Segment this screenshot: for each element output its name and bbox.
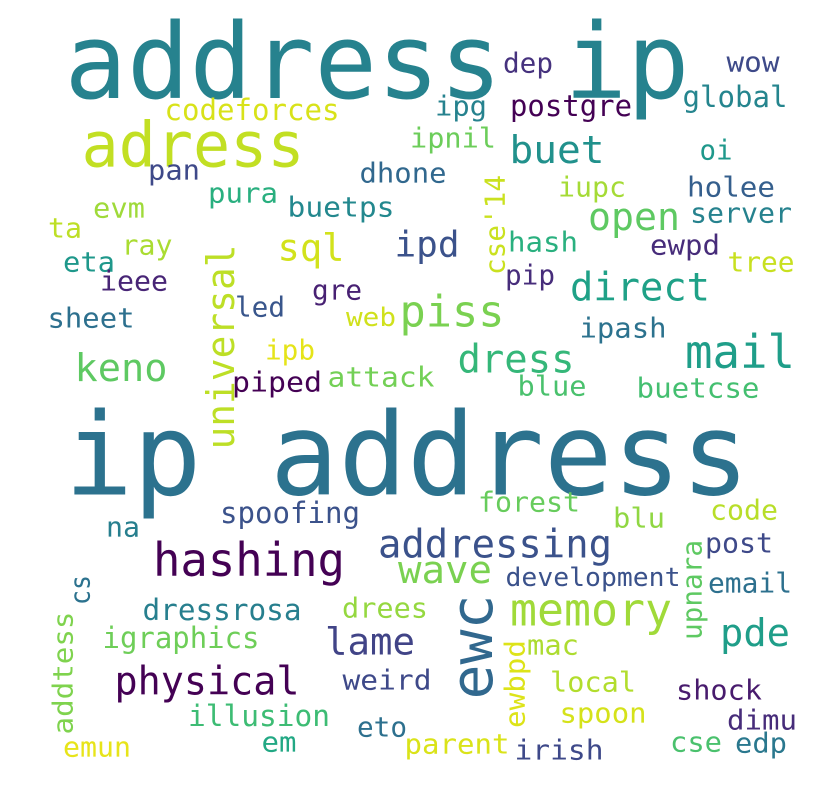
word: mail [685, 325, 795, 379]
word: development [506, 563, 681, 593]
word: email [708, 567, 792, 600]
word: piped [232, 366, 322, 399]
word: ray [122, 229, 173, 262]
word: buet [510, 128, 605, 172]
word: address ip [65, 1, 690, 123]
word: ieee [100, 265, 168, 298]
word: emun [63, 731, 131, 764]
word: hash [508, 226, 578, 259]
word: pip [505, 259, 555, 292]
word: dep [503, 47, 553, 80]
word: gre [312, 274, 362, 307]
word: ipash [580, 312, 667, 345]
word: adress [82, 109, 305, 182]
word: hashing [153, 533, 345, 587]
word: tree [728, 246, 795, 279]
word: led [235, 291, 285, 324]
word: ewbpd [499, 640, 532, 728]
word: em [262, 726, 297, 759]
word: codeforces [165, 93, 340, 127]
word: pde [720, 611, 790, 655]
word: upnara [676, 540, 709, 640]
word: ipg [435, 90, 487, 123]
word: universal [199, 245, 243, 450]
word: spoofing [220, 496, 360, 530]
word: shock [676, 674, 762, 707]
word: dressrosa [143, 593, 302, 627]
word: illusion [188, 699, 330, 733]
word: lame [325, 621, 415, 664]
word: edp [735, 727, 787, 760]
word: ewc [438, 595, 506, 700]
word: dhone [360, 157, 447, 190]
word: igraphics [103, 621, 260, 655]
word: postgre [510, 89, 632, 123]
word: post [705, 527, 773, 560]
word: holee [687, 171, 775, 204]
word: ipnil [410, 122, 496, 155]
word: ip address [65, 389, 750, 522]
word: server [690, 197, 792, 230]
word: memory [510, 584, 672, 637]
word: na [106, 511, 140, 544]
word: eto [357, 711, 407, 744]
word: buetps [288, 191, 395, 224]
word: addressing [378, 523, 612, 568]
word: weird [343, 664, 432, 697]
word: local [550, 666, 636, 699]
word: keno [75, 346, 168, 390]
word: blu [613, 502, 665, 535]
word: ta [48, 212, 82, 245]
word: pan [148, 154, 200, 187]
word: physical [115, 660, 300, 705]
word: attack [328, 361, 435, 394]
word: oi [700, 134, 733, 167]
word: piss [400, 287, 505, 338]
word: drees [342, 592, 428, 625]
word: irish [515, 734, 604, 767]
word: mac [527, 629, 579, 662]
word: sql [278, 227, 345, 270]
word: parent [405, 728, 510, 761]
word: cse'14 [479, 175, 512, 275]
word: dimu [727, 704, 797, 737]
word: wave [398, 548, 492, 592]
word: cse [670, 726, 722, 759]
word: dress [458, 338, 575, 383]
word: addtess [47, 612, 80, 735]
word: forest [478, 486, 580, 519]
word: direct [570, 266, 710, 311]
word: sheet [48, 302, 135, 335]
word: ipb [265, 334, 315, 367]
word: eta [63, 246, 115, 279]
word: iupc [558, 171, 626, 204]
word: pura [208, 177, 278, 210]
word: ipd [395, 225, 460, 266]
word: blue [518, 370, 587, 403]
word: cs [64, 575, 97, 605]
word: wow [727, 46, 780, 79]
word: web [346, 303, 396, 333]
word: evm [93, 192, 145, 225]
word: spoon [560, 697, 647, 730]
word: open [588, 195, 680, 239]
word: ewpd [650, 229, 720, 262]
word: code [710, 494, 778, 527]
word: global [683, 80, 788, 114]
word: buetcse [637, 372, 760, 405]
